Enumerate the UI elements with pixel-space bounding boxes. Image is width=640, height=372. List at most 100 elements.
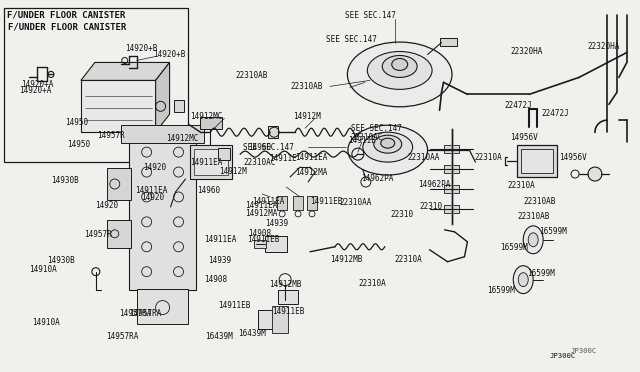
Text: 14939: 14939 [265,219,289,228]
Bar [254,240,266,248]
Text: 14908: 14908 [248,229,271,238]
Text: 14912M: 14912M [293,112,321,121]
Text: 14911EB: 14911EB [218,301,250,310]
Bar [137,289,189,324]
Text: 14957R: 14957R [97,131,125,140]
Text: 16599M: 16599M [487,286,515,295]
Text: 14911E: 14911E [269,154,297,163]
Ellipse shape [528,233,538,247]
Text: 14911EA: 14911EA [295,153,328,161]
Ellipse shape [392,58,408,70]
Text: 14911EA: 14911EA [135,186,168,195]
Text: 14911EB: 14911EB [272,307,305,316]
Text: 14957R: 14957R [84,230,112,240]
Text: 22310AB: 22310AB [518,212,550,221]
Text: 14911EA: 14911EA [204,235,236,244]
Text: 14960: 14960 [248,142,271,152]
Bar [129,135,196,290]
Bar [258,310,284,330]
Bar [200,117,222,129]
Text: F/UNDER FLOOR CANISTER: F/UNDER FLOOR CANISTER [7,10,125,19]
Text: 22310AB: 22310AB [236,71,268,80]
Ellipse shape [518,273,528,286]
Text: 22310A: 22310A [474,153,502,161]
Bar [121,125,204,143]
Text: 16599M: 16599M [500,243,527,251]
Text: F/UNDER FLOOR CANISTER: F/UNDER FLOOR CANISTER [8,22,126,31]
Text: 14962PA: 14962PA [362,174,394,183]
Ellipse shape [382,55,417,77]
Text: 14956V: 14956V [510,133,538,142]
Text: 14911EA: 14911EA [252,198,285,206]
Text: 14956V: 14956V [559,153,587,161]
Bar [517,145,557,177]
Text: SEE SEC.147: SEE SEC.147 [345,11,396,20]
Text: SEE SEC.147: SEE SEC.147 [243,142,294,152]
Bar [107,220,131,248]
Text: 22310: 22310 [390,211,413,219]
Ellipse shape [348,125,428,175]
Text: 22320HA: 22320HA [510,47,542,56]
Bar [444,205,460,213]
Bar [444,185,460,193]
Bar [444,145,460,153]
Text: 14910A: 14910A [29,265,57,274]
Ellipse shape [374,135,402,153]
Text: 16599M: 16599M [527,269,555,278]
Bar [278,290,298,304]
Text: 14920+A: 14920+A [22,80,54,89]
Text: SEE SEC.147: SEE SEC.147 [326,35,377,44]
Bar [4,8,189,162]
Ellipse shape [363,132,413,162]
Text: 22310AA: 22310AA [339,198,371,207]
Text: 14957RA: 14957RA [119,309,151,318]
Text: 14930B: 14930B [47,256,75,264]
Bar [173,100,184,112]
Text: 14920+A: 14920+A [19,86,51,95]
Text: 14910A: 14910A [32,318,60,327]
Ellipse shape [381,138,395,148]
Ellipse shape [367,51,432,89]
Text: 22472J: 22472J [541,109,569,118]
Text: JP300C: JP300C [571,349,597,355]
Polygon shape [81,62,170,80]
Text: 14957RA: 14957RA [129,309,161,318]
Bar [440,38,458,45]
Bar [521,149,553,173]
Text: 22310: 22310 [420,202,443,211]
Text: 22310AB: 22310AB [290,82,323,91]
Text: 14930B: 14930B [51,176,79,185]
Text: 22310AC: 22310AC [351,133,383,142]
Bar [277,196,287,210]
Text: 14911EA: 14911EA [244,201,277,210]
Text: 14939: 14939 [209,256,232,264]
Text: 22310AC: 22310AC [243,158,276,167]
Bar [268,126,278,138]
Bar [265,236,287,252]
Text: 14908: 14908 [204,275,227,284]
Text: 14911EA: 14911EA [191,158,223,167]
Text: 14920+B: 14920+B [154,50,186,59]
Bar [195,149,228,175]
Text: 14950: 14950 [67,140,90,149]
Text: 22320HA: 22320HA [587,42,620,51]
Bar [218,148,230,160]
Ellipse shape [348,42,452,107]
Text: 14911EB: 14911EB [246,235,279,244]
Text: 14912MB: 14912MB [269,280,301,289]
Circle shape [588,167,602,181]
Bar [81,80,156,132]
Text: 14912MA: 14912MA [244,209,277,218]
Text: 22310A: 22310A [395,255,422,264]
Text: 14960: 14960 [198,186,221,195]
Text: 14912MC: 14912MC [166,134,198,143]
Text: 14911EB: 14911EB [310,198,342,206]
Bar [444,165,460,173]
Bar [107,168,131,200]
Text: 16439M: 16439M [205,331,233,341]
Polygon shape [156,62,170,132]
Text: 22310AB: 22310AB [524,198,556,206]
Bar [307,196,317,210]
Ellipse shape [524,226,543,254]
Text: JP300C: JP300C [550,353,576,359]
